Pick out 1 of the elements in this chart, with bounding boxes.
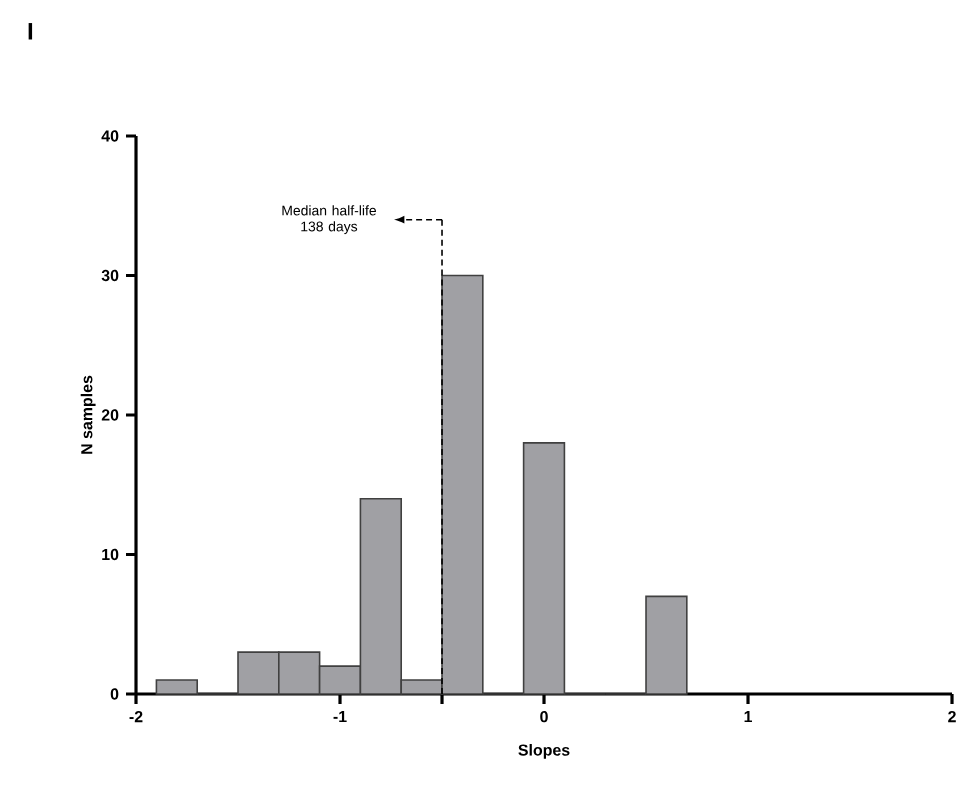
text: I <box>28 23 33 40</box>
